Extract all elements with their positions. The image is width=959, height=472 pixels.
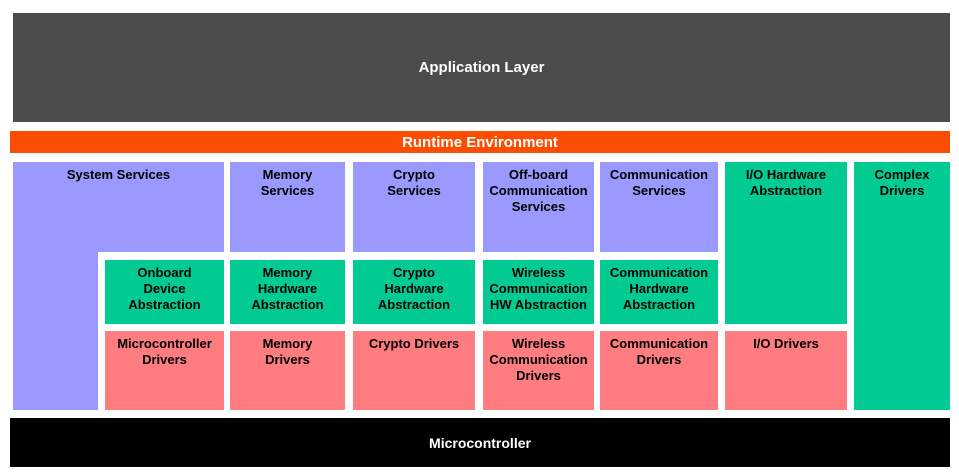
block-crypto-hardware-abstraction-label: Crypto Hardware Abstraction — [377, 265, 451, 312]
microcontroller-label: Microcontroller — [429, 434, 531, 451]
block-memory-hardware-abstraction: Memory Hardware Abstraction — [230, 260, 345, 324]
block-offboard-communication-services-label: Off-board Communication Services — [489, 167, 588, 214]
block-microcontroller-drivers-label: Microcontroller Drivers — [117, 336, 212, 367]
application-layer-label: Application Layer — [418, 59, 545, 76]
block-io-hardware-abstraction-label: I/O Hardware Abstraction — [745, 167, 827, 198]
block-io-drivers-label: I/O Drivers — [753, 336, 819, 351]
block-communication-hardware-abstraction-label: Communication Hardware Abstraction — [609, 265, 709, 312]
block-memory-hardware-abstraction-label: Memory Hardware Abstraction — [251, 265, 324, 312]
block-memory-services-label: Memory Services — [260, 167, 315, 198]
block-communication-services: Communication Services — [600, 162, 718, 252]
block-crypto-hardware-abstraction: Crypto Hardware Abstraction — [353, 260, 475, 324]
microcontroller-band: Microcontroller — [10, 418, 950, 467]
block-onboard-device-abstraction-label: Onboard Device Abstraction — [128, 265, 201, 312]
block-communication-drivers: Communication Drivers — [600, 331, 718, 410]
block-wireless-communication-hw-abstraction-label: Wireless Communication HW Abstraction — [489, 265, 588, 312]
application-layer-band: Application Layer — [13, 13, 950, 122]
runtime-environment-label: Runtime Environment — [402, 133, 558, 151]
block-memory-drivers-label: Memory Drivers — [262, 336, 313, 367]
block-crypto-services: Crypto Services — [353, 162, 475, 252]
block-offboard-communication-services: Off-board Communication Services — [483, 162, 594, 252]
block-crypto-drivers: Crypto Drivers — [353, 331, 475, 410]
block-memory-services: Memory Services — [230, 162, 345, 252]
block-microcontroller-drivers: Microcontroller Drivers — [105, 331, 224, 410]
block-system-services-label: System Services — [66, 167, 171, 182]
block-memory-drivers: Memory Drivers — [230, 331, 345, 410]
block-crypto-services-label: Crypto Services — [387, 167, 441, 198]
block-complex-drivers-label: Complex Drivers — [874, 167, 930, 198]
block-onboard-device-abstraction: Onboard Device Abstraction — [105, 260, 224, 324]
block-wireless-communication-hw-abstraction: Wireless Communication HW Abstraction — [483, 260, 594, 324]
runtime-environment-band: Runtime Environment — [10, 131, 950, 153]
block-complex-drivers: Complex Drivers — [854, 162, 950, 410]
block-wireless-communication-drivers: Wireless Communication Drivers — [483, 331, 594, 410]
block-crypto-drivers-label: Crypto Drivers — [368, 336, 460, 351]
block-communication-services-label: Communication Services — [609, 167, 709, 198]
block-communication-hardware-abstraction: Communication Hardware Abstraction — [600, 260, 718, 324]
block-io-hardware-abstraction: I/O Hardware Abstraction — [725, 162, 847, 324]
block-communication-drivers-label: Communication Drivers — [609, 336, 709, 367]
block-wireless-communication-drivers-label: Wireless Communication Drivers — [489, 336, 588, 383]
block-io-drivers: I/O Drivers — [725, 331, 847, 410]
